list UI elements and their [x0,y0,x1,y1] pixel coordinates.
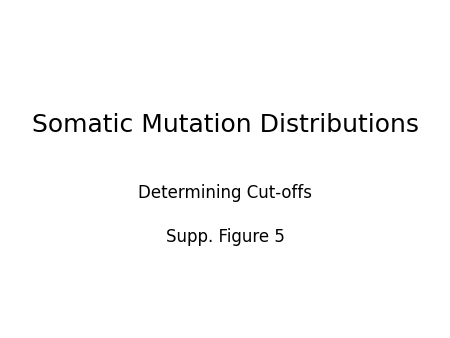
Text: Supp. Figure 5: Supp. Figure 5 [166,227,284,246]
Text: Determining Cut-offs: Determining Cut-offs [138,184,312,202]
Text: Somatic Mutation Distributions: Somatic Mutation Distributions [32,113,419,137]
